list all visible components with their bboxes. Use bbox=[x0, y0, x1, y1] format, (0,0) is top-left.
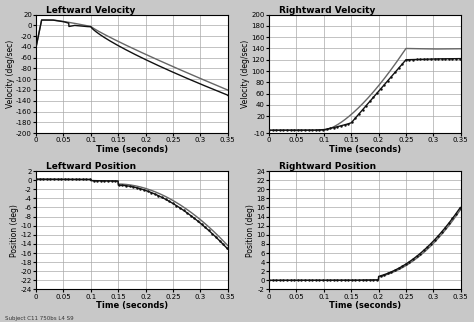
X-axis label: Time (seconds): Time (seconds) bbox=[96, 145, 168, 154]
Text: Leftward Velocity: Leftward Velocity bbox=[46, 5, 135, 14]
Text: Rightward Velocity: Rightward Velocity bbox=[279, 5, 375, 14]
X-axis label: Time (seconds): Time (seconds) bbox=[329, 145, 401, 154]
Y-axis label: Velocity (deg/sec): Velocity (deg/sec) bbox=[6, 40, 15, 108]
Text: Subject C11 750bs L4 S9: Subject C11 750bs L4 S9 bbox=[5, 317, 73, 321]
Y-axis label: Position (deg): Position (deg) bbox=[10, 204, 19, 257]
Text: Leftward Position: Leftward Position bbox=[46, 162, 136, 171]
X-axis label: Time (seconds): Time (seconds) bbox=[96, 301, 168, 310]
Y-axis label: Velocity (deg/sec): Velocity (deg/sec) bbox=[241, 40, 250, 108]
Y-axis label: Position (deg): Position (deg) bbox=[246, 204, 255, 257]
Text: Rightward Position: Rightward Position bbox=[279, 162, 376, 171]
X-axis label: Time (seconds): Time (seconds) bbox=[329, 301, 401, 310]
